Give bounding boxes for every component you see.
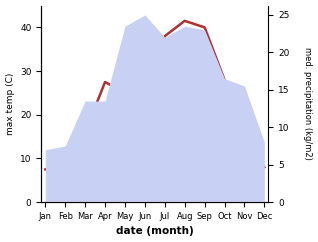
X-axis label: date (month): date (month) bbox=[116, 227, 194, 236]
Y-axis label: max temp (C): max temp (C) bbox=[5, 73, 15, 135]
Y-axis label: med. precipitation (kg/m2): med. precipitation (kg/m2) bbox=[303, 47, 313, 160]
